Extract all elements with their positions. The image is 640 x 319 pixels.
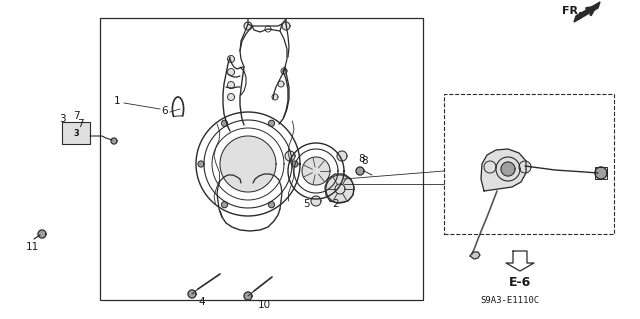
Polygon shape (501, 162, 515, 176)
Text: 7: 7 (77, 119, 83, 129)
Polygon shape (356, 167, 364, 175)
Polygon shape (481, 149, 526, 191)
Polygon shape (188, 290, 196, 298)
Bar (62, 122, 90, 144)
Polygon shape (272, 94, 278, 100)
Polygon shape (506, 251, 534, 271)
Polygon shape (244, 22, 252, 30)
Polygon shape (574, 2, 600, 22)
Polygon shape (227, 69, 234, 76)
Polygon shape (198, 161, 204, 167)
Text: 8: 8 (362, 156, 368, 166)
Text: 6: 6 (162, 106, 168, 116)
Polygon shape (269, 120, 275, 126)
Text: 10: 10 (257, 300, 271, 310)
Text: 4: 4 (198, 297, 205, 307)
Polygon shape (227, 93, 234, 100)
Polygon shape (325, 174, 354, 203)
Text: 2: 2 (333, 199, 339, 209)
Text: 5: 5 (303, 199, 309, 209)
Text: 1: 1 (114, 96, 120, 106)
Polygon shape (269, 202, 275, 208)
Polygon shape (220, 136, 276, 192)
Polygon shape (470, 252, 480, 259)
Polygon shape (282, 22, 290, 30)
Text: 3: 3 (59, 114, 65, 124)
Polygon shape (484, 161, 496, 173)
Polygon shape (227, 56, 234, 63)
Polygon shape (244, 292, 252, 300)
Bar (444, 94, 614, 234)
Polygon shape (111, 138, 117, 144)
Polygon shape (221, 120, 227, 126)
Text: S9A3-E1110C: S9A3-E1110C (481, 296, 540, 305)
Polygon shape (292, 161, 298, 167)
Polygon shape (285, 151, 295, 161)
Polygon shape (221, 202, 227, 208)
Polygon shape (595, 167, 607, 179)
Polygon shape (38, 230, 46, 238)
Polygon shape (519, 161, 531, 173)
Text: 11: 11 (26, 242, 38, 252)
Polygon shape (311, 196, 321, 206)
Bar (100, 18, 423, 300)
Polygon shape (302, 157, 330, 185)
Polygon shape (281, 68, 287, 74)
Text: FR.: FR. (562, 6, 582, 16)
Polygon shape (337, 151, 347, 161)
Text: E-6: E-6 (509, 277, 531, 290)
Text: 3: 3 (73, 129, 79, 137)
Polygon shape (278, 81, 284, 87)
Text: 8: 8 (358, 154, 365, 164)
Polygon shape (227, 81, 234, 88)
Text: 7: 7 (73, 111, 79, 121)
